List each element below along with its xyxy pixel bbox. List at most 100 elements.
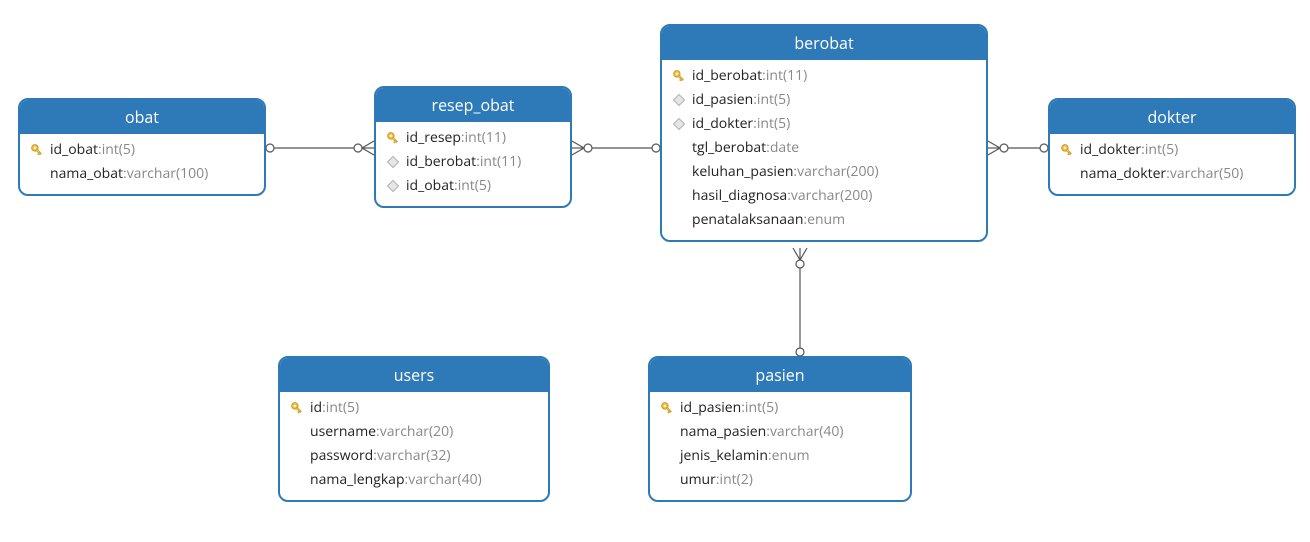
entity-resep_obat[interactable]: resep_obat id_resep: int(11)id_berobat: i…	[374, 86, 572, 208]
attr-type: varchar(50)	[1170, 165, 1244, 183]
blank-icon	[658, 471, 676, 489]
attr-name: hasil_diagnosa	[692, 187, 787, 205]
entity-title: pasien	[650, 358, 910, 392]
attr-type: int(5)	[326, 399, 359, 417]
entity-title: dokter	[1050, 100, 1294, 134]
attr-row: penatalaksanaan: enum	[668, 208, 980, 232]
attr-name: nama_lengkap	[310, 471, 405, 489]
attr-row: hasil_diagnosa: varchar(200)	[668, 184, 980, 208]
attr-row: id_pasien: int(5)	[668, 88, 980, 112]
blank-icon	[670, 139, 688, 157]
attr-name: nama_obat	[50, 165, 123, 183]
blank-icon	[658, 423, 676, 441]
blank-icon	[658, 447, 676, 465]
attr-row: id_berobat: int(11)	[382, 150, 564, 174]
attr-row: id_berobat: int(11)	[668, 64, 980, 88]
attr-name: password	[310, 447, 373, 465]
diamond-icon	[384, 153, 402, 171]
erd-canvas: obatid_obat: int(5)nama_obat: varchar(10…	[0, 0, 1310, 542]
entity-title: berobat	[662, 26, 986, 60]
attr-row: keluhan_pasien: varchar(200)	[668, 160, 980, 184]
blank-icon	[288, 447, 306, 465]
attr-row: password: varchar(32)	[286, 444, 542, 468]
entity-body: id_pasien: int(5)nama_pasien: varchar(40…	[650, 392, 910, 500]
attr-row: id: int(5)	[286, 396, 542, 420]
attr-row: nama_pasien: varchar(40)	[656, 420, 904, 444]
attr-row: nama_obat: varchar(100)	[26, 162, 258, 186]
attr-name: jenis_kelamin	[680, 447, 768, 465]
attr-type: int(5)	[757, 91, 790, 109]
diamond-icon	[384, 177, 402, 195]
blank-icon	[670, 163, 688, 181]
entity-body: id_obat: int(5)nama_obat: varchar(100)	[20, 134, 264, 194]
entity-title: resep_obat	[376, 88, 570, 122]
attr-type: varchar(40)	[770, 423, 844, 441]
attr-name: id_obat	[406, 177, 454, 195]
blank-icon	[288, 423, 306, 441]
attr-type: int(5)	[458, 177, 491, 195]
diamond-icon	[670, 115, 688, 133]
attr-type: varchar(32)	[377, 447, 451, 465]
attr-name: nama_dokter	[1080, 165, 1166, 183]
attr-name: id_dokter	[1080, 141, 1141, 159]
attr-type: int(11)	[465, 129, 506, 147]
attr-type: varchar(200)	[791, 187, 873, 205]
attr-type: varchar(100)	[127, 165, 209, 183]
attr-name: id	[310, 399, 322, 417]
key-icon	[658, 399, 676, 417]
attr-row: id_dokter: int(5)	[668, 112, 980, 136]
attr-type: int(5)	[757, 115, 790, 133]
entity-body: id_berobat: int(11)id_pasien: int(5)id_d…	[662, 60, 986, 240]
attr-type: varchar(40)	[408, 471, 482, 489]
entity-title: obat	[20, 100, 264, 134]
attr-type: enum	[772, 447, 810, 465]
diamond-icon	[670, 91, 688, 109]
attr-row: nama_dokter: varchar(50)	[1056, 162, 1288, 186]
attr-row: umur: int(2)	[656, 468, 904, 492]
entity-berobat[interactable]: berobat id_berobat: int(11)id_pasien: int…	[660, 24, 988, 242]
blank-icon	[670, 187, 688, 205]
attr-name: id_resep	[406, 129, 461, 147]
attr-type: date	[770, 139, 799, 157]
entity-obat[interactable]: obatid_obat: int(5)nama_obat: varchar(10…	[18, 98, 266, 196]
attr-type: int(11)	[480, 153, 521, 171]
blank-icon	[1058, 165, 1076, 183]
attr-type: int(5)	[1145, 141, 1178, 159]
key-icon	[670, 67, 688, 85]
attr-name: id_pasien	[692, 91, 753, 109]
attr-row: id_obat: int(5)	[382, 174, 564, 198]
attr-name: umur	[680, 471, 716, 489]
entity-body: id_dokter: int(5)nama_dokter: varchar(50…	[1050, 134, 1294, 194]
blank-icon	[670, 211, 688, 229]
attr-type: int(2)	[720, 471, 753, 489]
attr-name: id_dokter	[692, 115, 753, 133]
attr-name: username	[310, 423, 376, 441]
entity-body: id_resep: int(11)id_berobat: int(11)id_o…	[376, 122, 570, 206]
attr-name: id_obat	[50, 141, 98, 159]
attr-row: id_obat: int(5)	[26, 138, 258, 162]
entity-dokter[interactable]: dokterid_dokter: int(5)nama_dokter: varc…	[1048, 98, 1296, 196]
attr-type: int(5)	[102, 141, 135, 159]
attr-row: username: varchar(20)	[286, 420, 542, 444]
key-icon	[288, 399, 306, 417]
entity-pasien[interactable]: pasienid_pasien: int(5)nama_pasien: varc…	[648, 356, 912, 502]
attr-row: id_pasien: int(5)	[656, 396, 904, 420]
attr-type: int(5)	[745, 399, 778, 417]
attr-type: varchar(20)	[380, 423, 454, 441]
attr-type: enum	[807, 211, 845, 229]
attr-name: id_berobat	[406, 153, 476, 171]
entity-title: users	[280, 358, 548, 392]
attr-type: varchar(200)	[797, 163, 879, 181]
key-icon	[28, 141, 46, 159]
attr-name: keluhan_pasien	[692, 163, 793, 181]
attr-row: jenis_kelamin: enum	[656, 444, 904, 468]
entity-body: id: int(5)username: varchar(20)password:…	[280, 392, 548, 500]
entity-users[interactable]: usersid: int(5)username: varchar(20)pass…	[278, 356, 550, 502]
attr-name: penatalaksanaan	[692, 211, 803, 229]
attr-name: nama_pasien	[680, 423, 766, 441]
blank-icon	[288, 471, 306, 489]
blank-icon	[28, 165, 46, 183]
key-icon	[1058, 141, 1076, 159]
attr-row: id_dokter: int(5)	[1056, 138, 1288, 162]
attr-row: id_resep: int(11)	[382, 126, 564, 150]
